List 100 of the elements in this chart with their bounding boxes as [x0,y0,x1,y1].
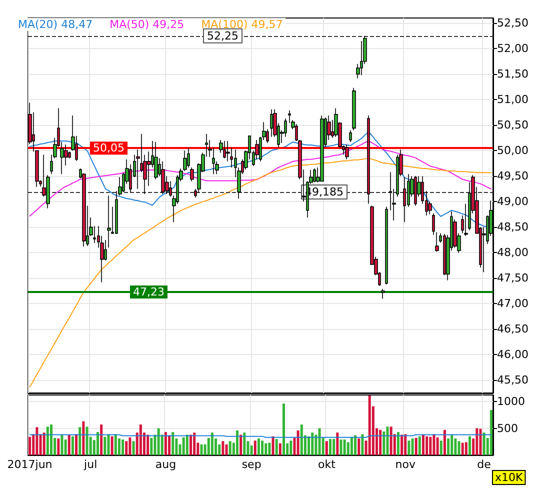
candlestick [187,147,190,168]
y-tick-label: 46,50 [497,322,528,336]
y-tick-label: 50,50 [497,118,528,132]
bar [311,432,314,456]
bar [222,441,224,456]
bar [225,444,228,456]
bar [200,444,203,456]
candlestick [154,142,158,180]
bar [464,442,468,456]
bar [414,438,418,456]
bar [110,436,114,456]
bar [418,436,421,456]
bar [96,432,99,456]
bar [264,443,268,456]
bar [422,434,424,456]
bar [325,441,328,456]
y-tick-label: 45,50 [497,374,528,387]
bar [193,432,196,456]
y-tick-label: 47,50 [497,272,528,285]
bar [396,432,400,456]
y-tick-label: 49,00 [497,195,528,208]
bar [104,436,106,456]
bar [182,437,185,456]
bar [150,438,153,456]
candlestick [385,206,388,285]
bar [254,440,256,456]
bar [236,430,238,456]
bar [408,440,410,456]
candlestick [320,115,324,182]
bar [78,427,82,456]
y-tick-label: 46,00 [497,348,528,362]
candlestick [381,288,385,300]
y-axis-title: x10K [495,471,524,484]
bar [250,445,253,456]
bar [190,434,192,456]
bar [300,424,303,456]
x-tick-label: 2017jun [7,458,52,472]
bar [228,441,232,456]
candlestick [367,115,370,204]
bar [443,430,446,456]
y-tick-label: 48,50 [497,220,528,234]
bar [146,434,150,456]
bar [400,434,404,456]
bar [268,442,271,456]
bar [157,428,160,456]
bar [125,441,128,456]
x-tick-label: de [477,458,492,472]
y-tick-label: 51,00 [497,93,528,106]
candlestick [107,195,111,248]
text: MA(50) 49,25 [110,18,184,31]
bar [107,434,110,456]
bar [68,434,70,456]
bar [122,440,124,456]
text: MA(100) 49,57 [201,18,283,31]
y-tick-label: 49,50 [497,170,528,183]
bar [308,436,310,456]
y-tick-label: 51,50 [497,68,528,81]
candlestick [414,176,417,206]
candlestick [223,140,226,159]
bar [46,426,49,456]
bar [36,427,38,456]
bar [128,437,132,456]
x-tick-label: nov [395,458,416,472]
bar [329,439,332,456]
bar [318,428,321,456]
bar [114,434,117,456]
bar [450,434,454,456]
y-tick-label: 52,50 [497,16,528,30]
candlestick [435,232,439,252]
y-tick-label: 47,00 [497,297,528,310]
bar [82,421,85,456]
bar [172,432,174,456]
bar [468,436,471,456]
bar [343,440,346,456]
candlestick [443,233,446,276]
bar [432,434,436,456]
bar [28,436,32,456]
bar [490,410,492,456]
bar [257,438,260,456]
x-tick-label: jul [83,458,98,472]
y-tick-label: 50,00 [497,144,528,158]
bar [42,432,46,456]
bar [404,434,407,456]
bar [361,434,364,456]
bar [461,442,464,456]
bar [275,439,278,456]
candlestick [403,176,406,222]
bar [411,438,414,456]
bar [282,404,285,456]
bar [296,430,300,456]
bar [440,440,442,456]
bar [390,426,392,456]
x-tick-label: aug [155,458,176,472]
bar [340,440,342,456]
bar [479,428,482,456]
bar [447,438,450,456]
bar [354,435,357,456]
bar [278,443,282,456]
x-tick-label: sep [242,458,262,472]
bar [429,436,432,456]
